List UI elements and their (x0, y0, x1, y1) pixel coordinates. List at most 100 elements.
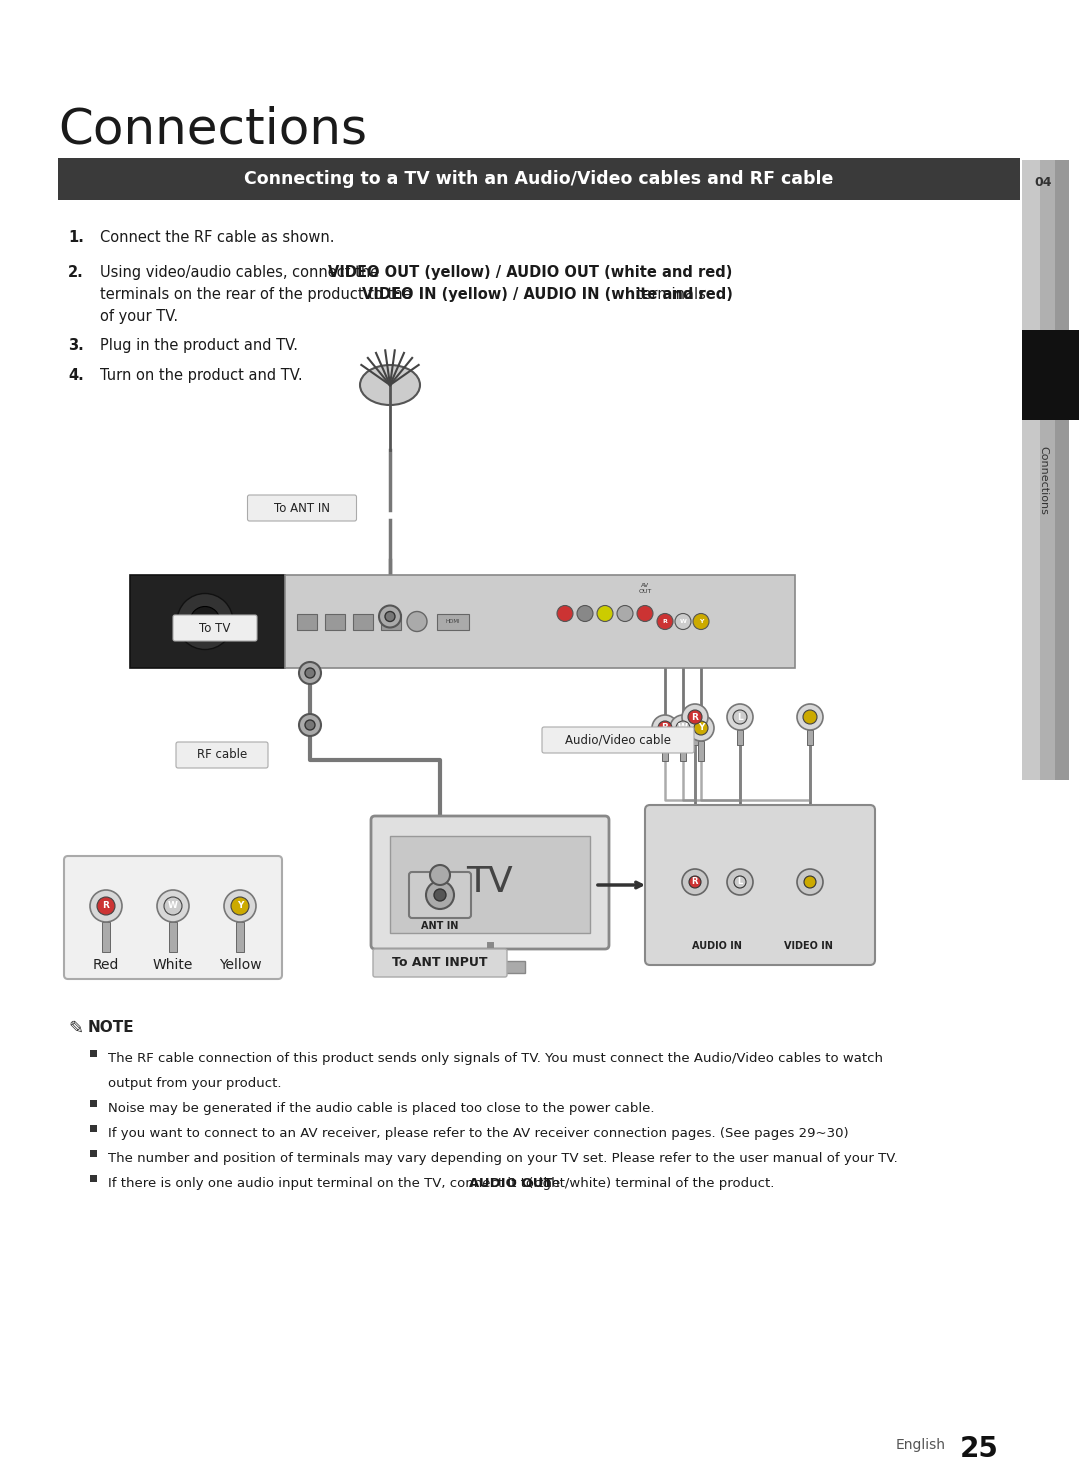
Circle shape (727, 868, 753, 895)
Circle shape (430, 866, 450, 885)
Circle shape (305, 668, 315, 678)
Text: Red: Red (93, 959, 119, 972)
Text: Connect the RF cable as shown.: Connect the RF cable as shown. (100, 230, 335, 245)
Circle shape (577, 606, 593, 622)
Circle shape (688, 715, 714, 741)
FancyBboxPatch shape (173, 614, 257, 641)
Bar (285, 575, 795, 668)
Bar (680, 741, 686, 761)
Text: AUDIO IN: AUDIO IN (692, 941, 742, 951)
Circle shape (733, 710, 747, 724)
Text: L: L (738, 877, 743, 886)
Circle shape (688, 710, 702, 724)
Circle shape (727, 705, 753, 730)
Circle shape (434, 889, 446, 901)
Text: RF cable: RF cable (197, 749, 247, 762)
Bar (390, 836, 590, 933)
FancyBboxPatch shape (645, 805, 875, 964)
Circle shape (693, 613, 708, 629)
Circle shape (177, 594, 233, 650)
Circle shape (299, 713, 321, 736)
Text: The number and position of terminals may vary depending on your TV set. Please r: The number and position of terminals may… (108, 1152, 897, 1165)
Text: To TV: To TV (200, 622, 231, 635)
Bar (662, 741, 669, 761)
Text: Using video/audio cables, connect the: Using video/audio cables, connect the (100, 264, 383, 281)
Circle shape (426, 880, 454, 908)
Bar (1055, 160, 1069, 780)
Circle shape (804, 876, 816, 888)
Text: Turn on the product and TV.: Turn on the product and TV. (100, 368, 302, 383)
Text: English: English (896, 1439, 946, 1452)
Text: Y: Y (699, 619, 703, 623)
Bar (1022, 329, 1079, 419)
Bar (90, 1176, 97, 1182)
Bar (737, 730, 743, 744)
Bar (807, 730, 813, 744)
Text: VIDEO IN (yellow) / AUDIO IN (white and red): VIDEO IN (yellow) / AUDIO IN (white and … (362, 287, 733, 301)
Circle shape (670, 715, 696, 741)
Text: Connections: Connections (58, 105, 367, 154)
Bar (90, 1100, 97, 1106)
Text: Y: Y (237, 901, 243, 910)
Circle shape (676, 721, 690, 736)
Text: 25: 25 (960, 1436, 999, 1464)
Circle shape (407, 611, 427, 632)
FancyBboxPatch shape (64, 857, 282, 979)
Text: The RF cable connection of this product sends only signals of TV. You must conne: The RF cable connection of this product … (108, 1052, 883, 1065)
Bar (381, 613, 401, 629)
Circle shape (299, 662, 321, 684)
Text: 04: 04 (1035, 176, 1052, 189)
Text: output from your product.: output from your product. (108, 1077, 282, 1090)
Circle shape (689, 876, 701, 888)
FancyBboxPatch shape (542, 727, 694, 753)
FancyBboxPatch shape (247, 495, 356, 521)
Circle shape (231, 897, 249, 914)
Text: of your TV.: of your TV. (100, 309, 178, 323)
Bar (168, 922, 177, 953)
Circle shape (804, 710, 816, 724)
Text: L: L (738, 712, 743, 721)
Text: W: W (678, 724, 688, 733)
Bar (237, 922, 244, 953)
Bar (58, 158, 1020, 199)
Circle shape (797, 705, 823, 730)
Bar (1040, 160, 1058, 780)
Text: Connecting to a TV with an Audio/Video cables and RF cable: Connecting to a TV with an Audio/Video c… (244, 170, 834, 188)
Bar (90, 1151, 97, 1156)
Text: W: W (679, 619, 687, 623)
Circle shape (694, 721, 708, 736)
Circle shape (244, 616, 256, 628)
Bar (437, 613, 469, 629)
Circle shape (90, 891, 122, 922)
Text: R: R (103, 901, 109, 910)
Text: R: R (692, 877, 699, 886)
FancyBboxPatch shape (176, 741, 268, 768)
Circle shape (675, 613, 691, 629)
Circle shape (379, 606, 401, 628)
Text: W: W (168, 901, 178, 910)
Text: NOTE: NOTE (87, 1021, 135, 1035)
FancyBboxPatch shape (409, 871, 471, 919)
Text: R: R (662, 724, 669, 733)
Circle shape (734, 876, 746, 888)
Bar (297, 613, 318, 629)
Circle shape (305, 719, 315, 730)
Ellipse shape (360, 365, 420, 405)
Text: ANT IN: ANT IN (421, 922, 459, 931)
Circle shape (681, 705, 708, 730)
Text: Connections: Connections (1038, 446, 1048, 514)
FancyBboxPatch shape (372, 815, 609, 950)
Bar (90, 1050, 97, 1058)
Bar (455, 962, 525, 973)
Text: Plug in the product and TV.: Plug in the product and TV. (100, 338, 298, 353)
Text: 4.: 4. (68, 368, 84, 383)
Bar (353, 613, 373, 629)
Circle shape (384, 611, 395, 622)
Circle shape (681, 868, 708, 895)
Circle shape (797, 868, 823, 895)
Circle shape (97, 897, 114, 914)
Text: 3.: 3. (68, 338, 84, 353)
Text: Audio/Video cable: Audio/Video cable (565, 734, 671, 746)
Bar (90, 1125, 97, 1131)
Bar (698, 741, 704, 761)
